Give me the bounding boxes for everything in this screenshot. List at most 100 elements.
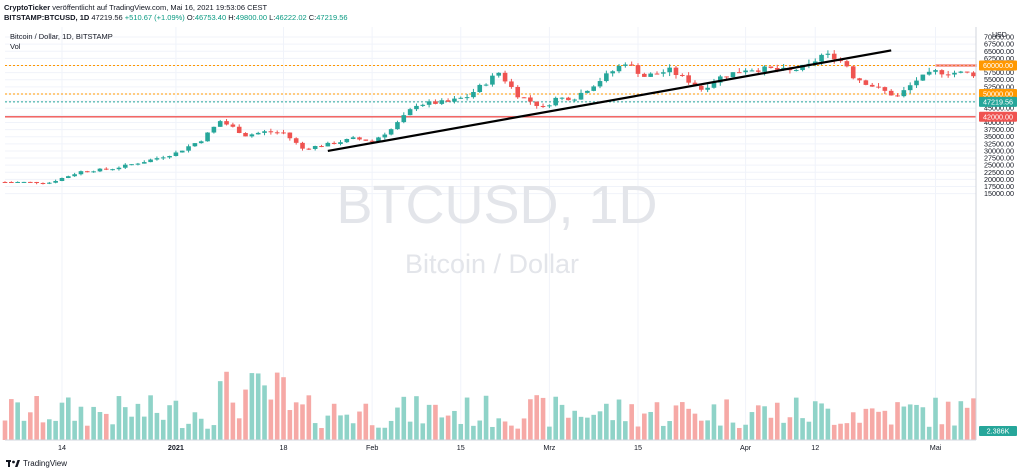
footer-brand[interactable]: TradingView [23, 459, 68, 468]
candle-body[interactable] [895, 95, 900, 97]
candle-body[interactable] [274, 132, 280, 134]
candle-body[interactable] [724, 76, 729, 78]
level-price-badge[interactable] [979, 88, 1017, 99]
candle-body[interactable] [673, 67, 679, 75]
candle-body[interactable] [591, 86, 596, 91]
candle-body[interactable] [667, 67, 672, 73]
candle-body[interactable] [249, 134, 255, 137]
candle-body[interactable] [844, 61, 850, 67]
candle-body[interactable] [211, 126, 217, 133]
candle-body[interactable] [528, 97, 533, 102]
candle-body[interactable] [439, 100, 445, 104]
candle-body[interactable] [958, 71, 964, 73]
candle-body[interactable] [661, 72, 666, 74]
candle-body[interactable] [819, 54, 824, 62]
candle-body[interactable] [863, 80, 869, 85]
candle-body[interactable] [882, 87, 888, 91]
candle-body[interactable] [509, 81, 514, 87]
candle-body[interactable] [711, 82, 717, 88]
candle-body[interactable] [53, 180, 58, 183]
candle-body[interactable] [901, 90, 907, 97]
candle-body[interactable] [306, 148, 312, 150]
candle-body[interactable] [907, 85, 913, 91]
candle-body[interactable] [388, 129, 394, 135]
candle-body[interactable] [496, 72, 502, 76]
candle-body[interactable] [363, 139, 369, 141]
candle-body[interactable] [616, 65, 622, 72]
candle-body[interactable] [452, 98, 457, 102]
candle-body[interactable] [825, 53, 831, 55]
candle-body[interactable] [344, 139, 350, 143]
candle-body[interactable] [160, 157, 166, 159]
candle-body[interactable] [534, 101, 540, 106]
candle-body[interactable] [84, 171, 90, 173]
candle-body[interactable] [338, 142, 343, 144]
candle-body[interactable] [572, 99, 577, 101]
candle-body[interactable] [401, 115, 407, 123]
candle-body[interactable] [47, 182, 52, 184]
candle-body[interactable] [857, 78, 862, 81]
candle-body[interactable] [173, 152, 179, 157]
candle-body[interactable] [559, 97, 565, 99]
candle-body[interactable] [91, 171, 96, 173]
candle-body[interactable] [521, 97, 527, 99]
candle-body[interactable] [964, 71, 970, 73]
candle-body[interactable] [268, 131, 274, 133]
level-price-badge[interactable] [979, 111, 1017, 122]
candle-body[interactable] [635, 65, 641, 74]
candle-body[interactable] [15, 181, 20, 183]
candle-body[interactable] [686, 75, 691, 83]
candle-body[interactable] [40, 183, 46, 185]
candle-body[interactable] [945, 74, 951, 76]
candle-body[interactable] [717, 76, 723, 83]
candle-body[interactable] [445, 100, 451, 102]
candle-body[interactable] [774, 68, 780, 70]
candle-body[interactable] [59, 178, 65, 181]
candle-body[interactable] [920, 74, 926, 81]
candle-body[interactable] [869, 84, 875, 87]
candle-body[interactable] [331, 142, 337, 144]
candle-body[interactable] [730, 72, 736, 78]
candle-body[interactable] [502, 72, 508, 82]
candle-body[interactable] [477, 84, 483, 93]
candle-body[interactable] [654, 73, 660, 75]
candle-body[interactable] [414, 105, 419, 110]
candle-body[interactable] [167, 156, 172, 158]
candle-body[interactable] [648, 73, 653, 77]
candle-body[interactable] [749, 70, 755, 72]
candle-body[interactable] [287, 132, 293, 139]
trendline[interactable] [327, 49, 892, 153]
candle-body[interactable] [426, 101, 432, 105]
candle-body[interactable] [585, 90, 590, 93]
candle-body[interactable] [9, 182, 14, 184]
series-legend[interactable]: Bitcoin / Dollar, 1D, BITSTAMP [10, 32, 113, 41]
candle-body[interactable] [458, 97, 464, 99]
candle-body[interactable] [369, 140, 375, 142]
candle-body[interactable] [293, 138, 299, 143]
candle-body[interactable] [407, 109, 413, 116]
candle-body[interactable] [553, 97, 559, 106]
candle-body[interactable] [876, 86, 881, 88]
candle-body[interactable] [72, 174, 77, 177]
candle-body[interactable] [192, 143, 198, 147]
candle-body[interactable] [736, 72, 742, 74]
candle-body[interactable] [395, 122, 400, 130]
candle-body[interactable] [205, 132, 210, 142]
candle-body[interactable] [578, 92, 584, 100]
candle-body[interactable] [78, 171, 84, 175]
candle-body[interactable] [319, 146, 324, 148]
candle-body[interactable] [110, 169, 115, 171]
candle-body[interactable] [800, 64, 805, 71]
candle-body[interactable] [629, 64, 634, 66]
candle-body[interactable] [515, 86, 521, 98]
candle-body[interactable] [129, 164, 134, 166]
candle-body[interactable] [623, 64, 628, 66]
candle-body[interactable] [642, 73, 647, 77]
candle-body[interactable] [705, 87, 710, 90]
candle-body[interactable] [243, 132, 248, 137]
candle-body[interactable] [281, 132, 286, 134]
candle-body[interactable] [325, 142, 331, 147]
candle-body[interactable] [350, 137, 356, 140]
candle-body[interactable] [135, 163, 141, 165]
candle-body[interactable] [483, 84, 489, 86]
